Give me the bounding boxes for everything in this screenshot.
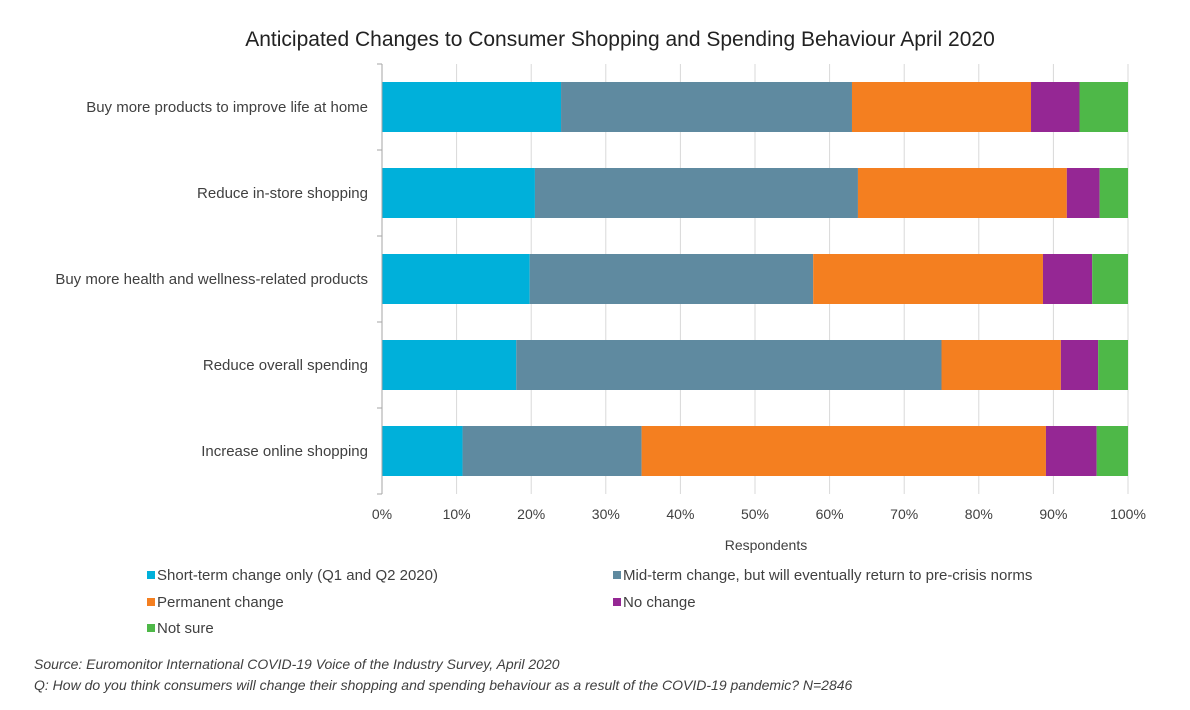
bar-segment bbox=[1031, 82, 1080, 132]
bar-segment bbox=[382, 254, 530, 304]
bar-segment bbox=[1060, 340, 1099, 390]
category-label: Buy more products to improve life at hom… bbox=[86, 99, 368, 116]
x-tick-label: 20% bbox=[517, 506, 545, 522]
bar-segment bbox=[516, 340, 942, 390]
legend-swatch bbox=[147, 598, 155, 606]
bar-segment bbox=[1099, 168, 1128, 218]
legend: Short-term change only (Q1 and Q2 2020) M… bbox=[147, 567, 1032, 637]
bar-segment bbox=[1098, 340, 1128, 390]
x-tick-label: 0% bbox=[372, 506, 392, 522]
category-labels: Buy more products to improve life at hom… bbox=[55, 99, 368, 460]
bar-segment bbox=[529, 254, 814, 304]
category-label: Reduce in-store shopping bbox=[197, 185, 368, 202]
bar-segment bbox=[941, 340, 1061, 390]
legend-swatch bbox=[147, 624, 155, 632]
legend-label: Not sure bbox=[157, 620, 214, 637]
chart-title: Anticipated Changes to Consumer Shopping… bbox=[245, 28, 995, 51]
x-tick-label: 50% bbox=[741, 506, 769, 522]
question-note: Q: How do you think consumers will chang… bbox=[34, 677, 853, 693]
x-tick-label: 10% bbox=[443, 506, 471, 522]
category-label: Reduce overall spending bbox=[203, 357, 368, 374]
bar-segment bbox=[1079, 82, 1128, 132]
category-label: Increase online shopping bbox=[201, 443, 368, 460]
bar-segment bbox=[857, 168, 1067, 218]
bar-segment bbox=[1092, 254, 1128, 304]
category-label: Buy more health and wellness-related pro… bbox=[55, 271, 368, 288]
bar-segment bbox=[813, 254, 1043, 304]
x-tick-label: 90% bbox=[1039, 506, 1067, 522]
bar-segment bbox=[1096, 426, 1128, 476]
legend-label: Permanent change bbox=[157, 594, 284, 611]
bars bbox=[382, 82, 1128, 476]
bar-segment bbox=[382, 82, 562, 132]
legend-label: No change bbox=[623, 594, 696, 611]
bar-segment bbox=[382, 168, 535, 218]
bar-segment bbox=[1045, 426, 1097, 476]
x-tick-label: 40% bbox=[666, 506, 694, 522]
x-tick-label: 60% bbox=[816, 506, 844, 522]
x-tick-labels: 0% 10% 20% 30% 40% 50% 60% 70% 80% 90% 100% bbox=[372, 506, 1146, 522]
legend-label: Mid-term change, but will eventually ret… bbox=[623, 567, 1032, 584]
bar-segment bbox=[534, 168, 858, 218]
bar-segment bbox=[1042, 254, 1093, 304]
bar-segment bbox=[382, 340, 517, 390]
source-note: Source: Euromonitor International COVID-… bbox=[34, 656, 560, 672]
bar-segment bbox=[851, 82, 1032, 132]
stacked-bar-chart: Anticipated Changes to Consumer Shopping… bbox=[55, 28, 1146, 637]
x-axis-title: Respondents bbox=[725, 537, 808, 553]
legend-swatch bbox=[613, 598, 621, 606]
legend-swatch bbox=[613, 571, 621, 579]
bar-segment bbox=[382, 426, 463, 476]
legend-label: Short-term change only (Q1 and Q2 2020) bbox=[157, 567, 438, 584]
x-tick-label: 70% bbox=[890, 506, 918, 522]
x-tick-label: 30% bbox=[592, 506, 620, 522]
bar-segment bbox=[462, 426, 642, 476]
legend-swatch bbox=[147, 571, 155, 579]
bar-segment bbox=[1066, 168, 1100, 218]
bar-segment bbox=[641, 426, 1046, 476]
bar-segment bbox=[561, 82, 852, 132]
x-tick-label: 100% bbox=[1110, 506, 1146, 522]
x-tick-label: 80% bbox=[965, 506, 993, 522]
axes bbox=[377, 63, 383, 495]
